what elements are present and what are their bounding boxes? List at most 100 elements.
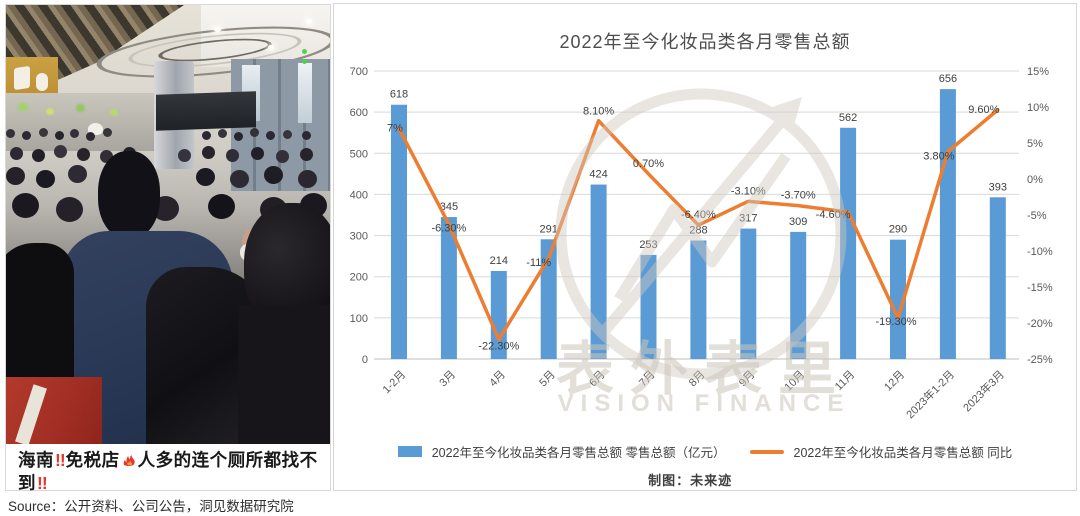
svg-text:10月: 10月 (782, 369, 807, 394)
bar-10月 (790, 231, 807, 359)
svg-text:600: 600 (350, 107, 368, 119)
svg-text:500: 500 (350, 148, 368, 160)
svg-text:214: 214 (490, 255, 508, 267)
exclamation-mark: !! (37, 473, 48, 493)
photo-crowd-image (6, 5, 330, 444)
source-line: Source：公开资料、公司公告，洞见数据研究院 (8, 499, 294, 514)
svg-text:15%: 15% (1027, 66, 1049, 78)
svg-text:-11%: -11% (526, 257, 551, 269)
bar-3月 (440, 217, 457, 359)
left-axis-ticks: 0 100 200 300 400 500 600 700 (350, 66, 368, 366)
photo-store-light (76, 104, 85, 112)
line-value-labels: 7% -6.30% -22.30% -11% 8.10% 0.70% -6.40% -3.10… (387, 104, 1000, 353)
svg-text:11月: 11月 (833, 369, 857, 393)
svg-text:-6.40%: -6.40% (681, 209, 716, 221)
svg-text:400: 400 (350, 189, 368, 201)
svg-text:424: 424 (589, 169, 607, 181)
svg-text:-5%: -5% (1027, 210, 1047, 222)
bar-9月 (740, 228, 757, 359)
legend-line-swatch (749, 449, 784, 454)
svg-text:-10%: -10% (1027, 246, 1053, 258)
svg-text:700: 700 (350, 66, 368, 78)
line-series (397, 108, 1000, 342)
svg-text:3.80%: 3.80% (923, 151, 954, 163)
bar-8月 (690, 240, 707, 359)
bar-4月 (490, 270, 507, 359)
svg-text:-4.60%: -4.60% (816, 209, 851, 221)
svg-text:345: 345 (440, 201, 458, 213)
bar-2023年3月 (989, 197, 1006, 359)
svg-text:-3.10%: -3.10% (731, 185, 766, 197)
svg-text:393: 393 (989, 181, 1007, 193)
svg-text:1-2月: 1-2月 (381, 369, 409, 397)
svg-text:10%: 10% (1027, 102, 1049, 114)
exclamation-mark: !! (55, 450, 66, 470)
svg-text:3月: 3月 (437, 369, 458, 390)
chart-card: 0 100 200 300 400 500 600 700 15% 10% 5% 0% -5% -10% -… (333, 3, 1077, 491)
svg-text:0.70%: 0.70% (633, 158, 664, 170)
photo-window (298, 63, 312, 123)
svg-text:6月: 6月 (587, 369, 608, 390)
svg-text:5月: 5月 (537, 369, 558, 390)
svg-text:7%: 7% (387, 123, 403, 135)
svg-text:309: 309 (789, 216, 807, 228)
bar-5月 (540, 239, 557, 359)
caption-text: 免税店 (65, 450, 120, 470)
svg-text:562: 562 (839, 112, 857, 124)
bar-12月 (890, 239, 906, 359)
svg-text:8.10%: 8.10% (583, 106, 614, 118)
bar-value-labels: 618 345 214 291 424 253 288 317 309 562 290 656 393 (390, 73, 1007, 267)
svg-text:317: 317 (739, 213, 757, 225)
svg-text:-6.30%: -6.30% (431, 222, 466, 234)
photo-person-shoulder (238, 305, 330, 444)
photo-ceiling-lamp (306, 19, 312, 24)
photo-store-light (46, 108, 54, 115)
photo-ceiling (201, 5, 330, 67)
chart-title: 2022年至今化妆品类各月零售总额 (559, 32, 851, 52)
bar-series (391, 89, 1006, 360)
svg-text:100: 100 (350, 313, 368, 325)
photo-store-light (110, 109, 118, 116)
photo-hanging-sign (156, 91, 256, 131)
svg-text:291: 291 (540, 223, 558, 235)
bar-2023年1-2月 (939, 89, 956, 360)
svg-text:-19.30%: -19.30% (876, 316, 917, 328)
svg-text:-22.30%: -22.30% (478, 341, 519, 353)
photo-ceiling-lamp (268, 45, 274, 50)
photo-crowd-heads (12, 193, 39, 218)
chart-legend: 2022年至今化妆品类各月零售总额 零售总额（亿元） 2022年至今化妆品类各月… (334, 442, 1076, 461)
photo-crowd-heads (10, 147, 23, 160)
photo-person-cap (88, 123, 103, 135)
bar-1-2月 (391, 104, 407, 359)
svg-text:-25%: -25% (1027, 354, 1053, 366)
legend-bar-swatch (397, 446, 422, 457)
photo-crowd-heads (6, 167, 25, 185)
svg-text:290: 290 (889, 224, 907, 236)
svg-text:300: 300 (350, 231, 368, 243)
photo-store-light (18, 103, 28, 111)
svg-text:-20%: -20% (1027, 318, 1053, 330)
svg-text:253: 253 (639, 239, 657, 251)
bar-7月 (640, 254, 657, 359)
svg-text:4月: 4月 (487, 369, 508, 390)
photo-card: 海南!!免税店 人多的连个厕所都找不到!! (5, 4, 331, 493)
svg-text:-3.70%: -3.70% (781, 190, 816, 202)
photo-caption: 海南!!免税店 人多的连个厕所都找不到!! (6, 444, 330, 493)
photo-green-light (302, 49, 307, 54)
photo-crowd-heads (6, 129, 15, 138)
svg-text:618: 618 (390, 89, 408, 101)
bar-11月 (840, 127, 857, 359)
svg-text:-15%: -15% (1027, 282, 1053, 294)
legend-line-label: 2022年至今化妆品类各月零售总额 同比 (793, 446, 1013, 460)
legend-bar-label: 2022年至今化妆品类各月零售总额 零售总额（亿元） (431, 446, 726, 460)
svg-text:9.60%: 9.60% (968, 104, 999, 116)
photo-ceiling-lamp (214, 27, 221, 32)
right-axis-ticks: 15% 10% 5% 0% -5% -10% -15% -20% -25% (1027, 66, 1053, 366)
bar-6月 (590, 184, 607, 359)
svg-text:200: 200 (350, 272, 368, 284)
photo-storefront (6, 93, 156, 151)
svg-text:5%: 5% (1027, 138, 1043, 150)
watermark-logo (555, 88, 847, 380)
svg-text:288: 288 (689, 225, 707, 237)
